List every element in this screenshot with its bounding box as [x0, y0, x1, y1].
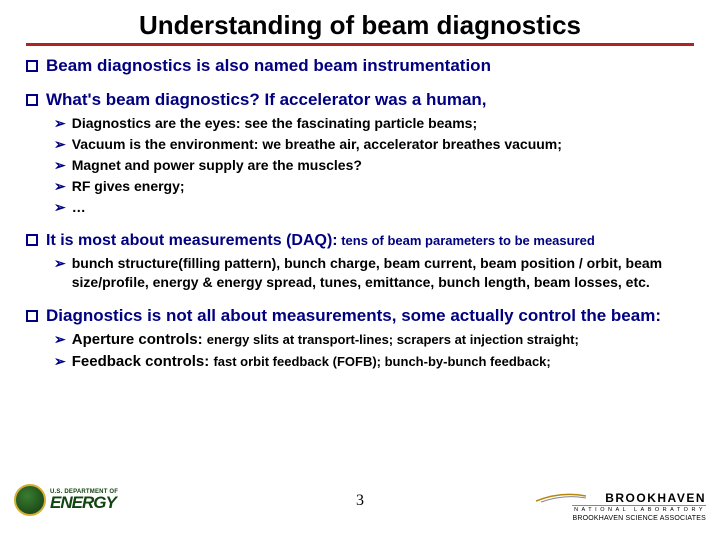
slide: Understanding of beam diagnostics Beam d…: [0, 0, 720, 540]
sub-bullet: ➢ RF gives energy;: [54, 177, 694, 196]
square-bullet-icon: [26, 234, 38, 246]
arrow-icon: ➢: [54, 198, 66, 217]
main-bullet-4-text: Diagnostics is not all about measurement…: [46, 306, 661, 326]
arrow-icon: ➢: [54, 177, 66, 196]
sub-bullet: ➢ Vacuum is the environment: we breathe a…: [54, 135, 694, 154]
section-2: What's beam diagnostics? If accelerator …: [26, 90, 694, 216]
sub-bullet: ➢ bunch structure(filling pattern), bunch…: [54, 254, 694, 292]
sub-bullet: ➢ Diagnostics are the eyes: see the fasci…: [54, 114, 694, 133]
sub-bullet: ➢ Magnet and power supply are the muscles…: [54, 156, 694, 175]
sub-text: Vacuum is the environment: we breathe ai…: [72, 135, 562, 154]
sub-bullets-2: ➢ Diagnostics are the eyes: see the fasci…: [26, 114, 694, 216]
bnl-assoc: BROOKHAVEN SCIENCE ASSOCIATES: [572, 515, 706, 522]
square-bullet-icon: [26, 94, 38, 106]
arrow-icon: ➢: [54, 114, 66, 133]
slide-title: Understanding of beam diagnostics: [26, 10, 694, 43]
square-bullet-icon: [26, 60, 38, 72]
arrow-icon: ➢: [54, 254, 66, 273]
title-underline: [26, 43, 694, 46]
sub-bullet: ➢ Aperture controls: energy slits at tra…: [54, 330, 694, 350]
section-3: It is most about measurements (DAQ): ten…: [26, 230, 694, 292]
sub-bullet: ➢ Feedback controls: fast orbit feedback…: [54, 352, 694, 372]
sub-text: Aperture controls: energy slits at trans…: [72, 330, 579, 350]
s4s0-small: energy slits at transport-lines; scraper…: [207, 332, 579, 347]
s4s1-small: fast orbit feedback (FOFB); bunch-by-bun…: [213, 354, 550, 369]
main-bullet-4: Diagnostics is not all about measurement…: [26, 306, 694, 326]
swoosh-icon: [536, 493, 586, 503]
bnl-sub: NATIONAL LABORATORY: [572, 505, 706, 513]
sub-text: bunch structure(filling pattern), bunch …: [72, 254, 694, 292]
doe-logo: U.S. DEPARTMENT OF ENERGY: [14, 482, 154, 518]
bnl-logo: BROOKHAVEN NATIONAL LABORATORY BROOKHAVE…: [572, 491, 706, 522]
sub-text: Magnet and power supply are the muscles?: [72, 156, 362, 175]
s4s1-bold: Feedback controls:: [72, 353, 214, 370]
sub-bullet: ➢…: [54, 198, 694, 217]
sub-text: …: [72, 198, 86, 217]
bnl-big: BROOKHAVEN: [572, 491, 706, 505]
sub-text: RF gives energy;: [72, 177, 185, 196]
arrow-icon: ➢: [54, 156, 66, 175]
doe-text: U.S. DEPARTMENT OF ENERGY: [50, 490, 118, 511]
main-bullet-1-text: Beam diagnostics is also named beam inst…: [46, 56, 491, 76]
sub-bullets-4: ➢ Aperture controls: energy slits at tra…: [26, 330, 694, 373]
sub-bullets-3: ➢ bunch structure(filling pattern), bunch…: [26, 254, 694, 292]
doe-big: ENERGY: [50, 495, 118, 510]
sub-text: Feedback controls: fast orbit feedback (…: [72, 352, 551, 372]
square-bullet-icon: [26, 310, 38, 322]
arrow-icon: ➢: [54, 352, 66, 371]
arrow-icon: ➢: [54, 135, 66, 154]
main3-bold: It is most about measurements (DAQ):: [46, 232, 338, 249]
main-bullet-3-text: It is most about measurements (DAQ): ten…: [46, 230, 595, 250]
bnl-big-text: BROOKHAVEN: [605, 491, 706, 505]
main-bullet-1: Beam diagnostics is also named beam inst…: [26, 56, 694, 76]
section-4: Diagnostics is not all about measurement…: [26, 306, 694, 373]
sub-text: Diagnostics are the eyes: see the fascin…: [72, 114, 477, 133]
section-1: Beam diagnostics is also named beam inst…: [26, 56, 694, 76]
main-bullet-2: What's beam diagnostics? If accelerator …: [26, 90, 694, 110]
footer: U.S. DEPARTMENT OF ENERGY BROOKHAVEN NAT…: [0, 476, 720, 532]
main3-small: tens of beam parameters to be measured: [338, 233, 595, 248]
main-bullet-3: It is most about measurements (DAQ): ten…: [26, 230, 694, 250]
main-bullet-2-text: What's beam diagnostics? If accelerator …: [46, 90, 487, 110]
arrow-icon: ➢: [54, 330, 66, 349]
doe-seal-icon: [14, 484, 46, 516]
s4s0-bold: Aperture controls:: [72, 331, 207, 348]
